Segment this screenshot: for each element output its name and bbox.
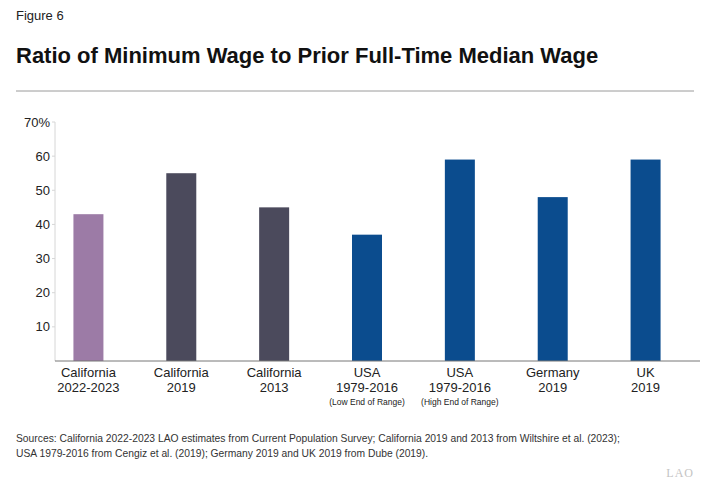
- title-rule: [16, 91, 694, 92]
- bar: [445, 160, 475, 361]
- x-tick-label-line: 2019: [631, 380, 660, 395]
- y-tick-label: 30: [36, 251, 50, 266]
- x-tick-label: Germany2019: [526, 365, 580, 395]
- y-tick-label: 20: [36, 285, 50, 300]
- y-tick: [52, 122, 55, 123]
- y-tick: [52, 292, 55, 293]
- x-tick-label-line: USA: [446, 365, 473, 380]
- y-tick: [52, 224, 55, 225]
- y-tick-label: 50: [36, 183, 50, 198]
- chart: Figure 6 Ratio of Minimum Wage to Prior F…: [0, 0, 710, 486]
- x-tick-label: UK2019: [631, 365, 660, 395]
- x-tick-label: USA1979-2016 (High End of Range): [421, 365, 499, 407]
- y-tick-label: 40: [36, 217, 50, 232]
- logo: LAO: [666, 466, 694, 480]
- source-note: Sources: California 2022-2023 LAO estima…: [16, 433, 620, 444]
- x-tick-label-line: UK: [637, 365, 655, 380]
- x-tick-label-line: California: [154, 365, 210, 380]
- bar: [631, 160, 661, 361]
- y-tick-label: 70%: [24, 115, 50, 130]
- x-tick-label-line: 1979-2016: [429, 380, 491, 395]
- y-axis-line: [55, 122, 56, 361]
- bar: [538, 197, 568, 361]
- x-tick-label: California2022-2023: [57, 365, 119, 395]
- y-tick: [52, 326, 55, 327]
- bar: [166, 173, 196, 361]
- bar: [352, 235, 382, 361]
- source-note: USA 1979-2016 from Cengiz et al. (2019);…: [16, 448, 428, 459]
- x-axis-line: [55, 361, 700, 362]
- x-tick-label-line: USA: [354, 365, 381, 380]
- figure-number: Figure 6: [16, 8, 64, 23]
- x-tick-label-line: 1979-2016: [336, 380, 398, 395]
- x-tick-label-line: (Low End of Range): [329, 397, 405, 407]
- x-tick-label-line: 2019: [167, 380, 196, 395]
- x-tick-label-line: California: [247, 365, 303, 380]
- x-tick-label-line: 2022-2023: [57, 380, 119, 395]
- x-tick-label: California2019: [154, 365, 210, 395]
- bar: [259, 207, 289, 361]
- y-tick: [52, 258, 55, 259]
- bar: [73, 214, 103, 361]
- x-tick-label-line: 2013: [260, 380, 289, 395]
- x-tick-label-line: 2019: [538, 380, 567, 395]
- y-tick-label: 10: [36, 319, 50, 334]
- bars: [73, 160, 660, 361]
- y-tick: [52, 156, 55, 157]
- x-tick-label: California2013: [247, 365, 303, 395]
- x-tick-label: USA1979-2016 (Low End of Range): [329, 365, 405, 407]
- x-tick-label-line: Germany: [526, 365, 580, 380]
- y-tick: [52, 190, 55, 191]
- x-tick-label-line: California: [61, 365, 117, 380]
- y-tick-label: 60: [36, 149, 50, 164]
- title: Ratio of Minimum Wage to Prior Full-Time…: [16, 43, 598, 68]
- x-tick-label-line: (High End of Range): [421, 397, 499, 407]
